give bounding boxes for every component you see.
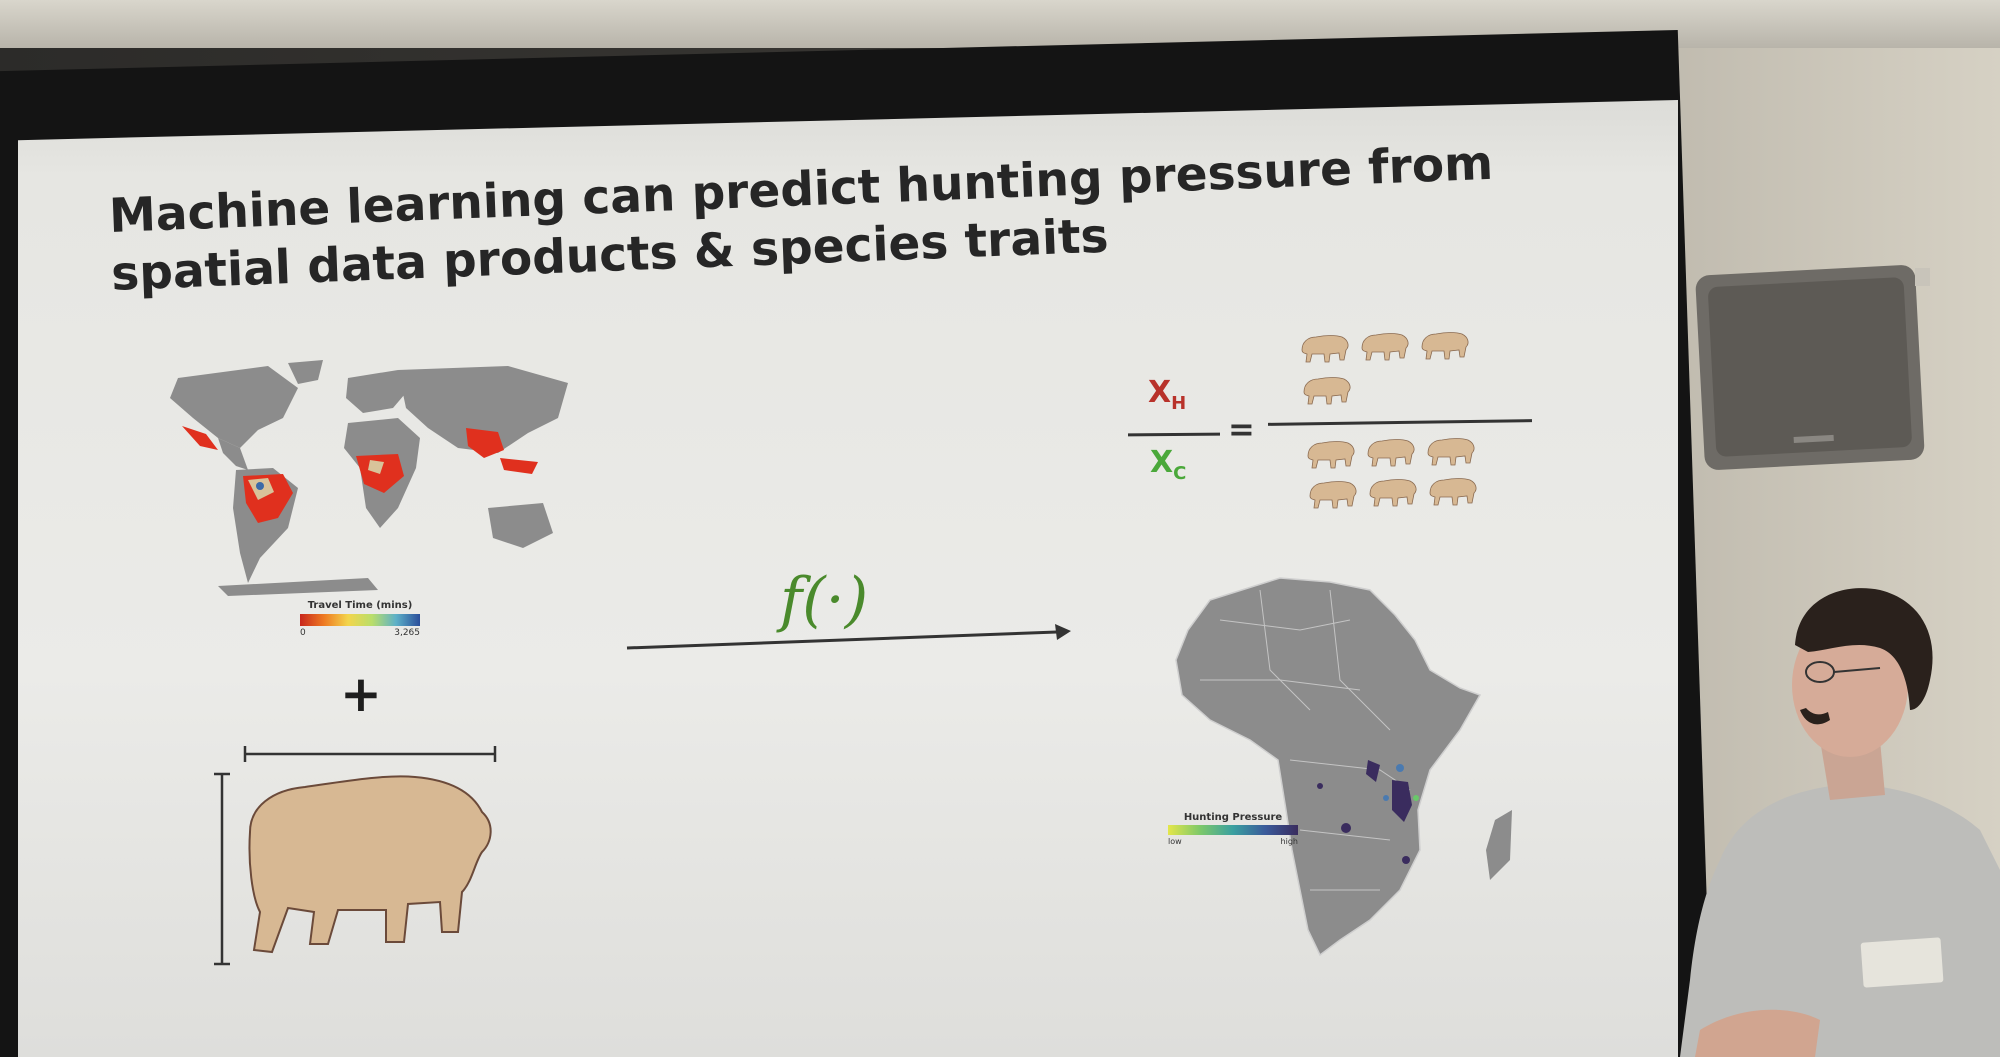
hunting-pressure-legend: Hunting Pressure low high [1168,812,1298,846]
hunting-pressure-legend-title: Hunting Pressure [1183,812,1283,823]
hunting-pressure-colorbar [1168,825,1298,835]
presenter-hair [1795,588,1933,710]
ceiling [0,0,2000,48]
ratio-equals-sign: = [1228,410,1255,448]
presenter-person [1680,588,2000,1057]
travel-time-min-label: 0 [300,628,306,638]
hunted-bison-icons [1301,332,1469,405]
presenter-name-badge [1860,937,1944,988]
world-travel-time-map [170,360,568,596]
plus-sign: + [340,665,382,723]
presenter-hands [1695,1009,1820,1057]
function-label: f(·) [780,565,869,635]
presenter-glasses [1805,661,1881,683]
hunting-pressure-high-label: high [1280,837,1298,846]
wall-speaker [1695,265,1930,470]
ratio-numerator: XH [1148,375,1187,414]
africa-silhouette [1175,577,1482,957]
bison-body-size-illustration [214,746,497,966]
bison-silhouette [248,775,492,954]
control-bison-icons [1307,438,1477,509]
mapping-arrow [626,624,1071,650]
travel-time-colorbar [300,614,420,626]
presenter-shirt [1680,784,2000,1057]
travel-time-legend: Travel Time (mins) 0 3,265 [300,600,420,638]
hunting-pressure-low-label: low [1168,837,1182,846]
travel-time-legend-title: Travel Time (mins) [307,600,413,611]
presenter-neck [1820,740,1885,800]
ratio-denominator: XC [1150,445,1187,484]
travel-time-max-label: 3,265 [394,628,420,638]
madagascar [1486,810,1512,880]
bison-icon-ratio [1301,332,1477,509]
africa-hunting-pressure-map [1175,577,1512,957]
